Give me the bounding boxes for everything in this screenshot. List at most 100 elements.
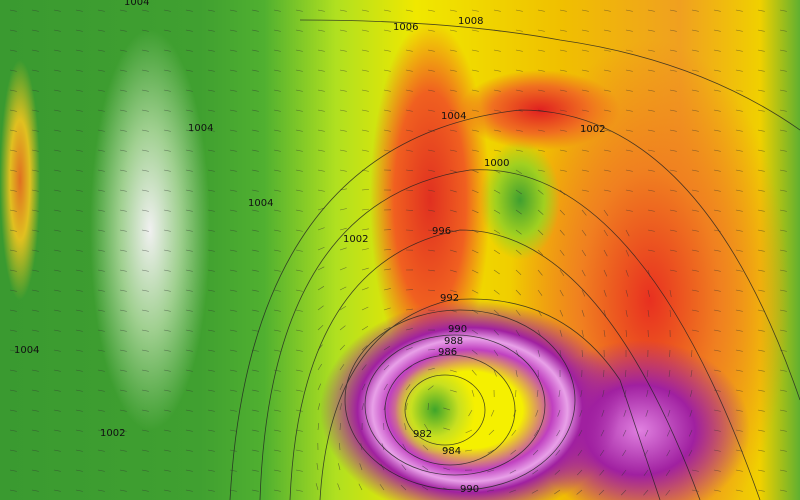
wind-arrow xyxy=(405,403,408,411)
wind-arrow xyxy=(691,209,699,212)
wind-arrow xyxy=(691,9,699,12)
wind-arrow xyxy=(31,329,39,332)
wind-arrow xyxy=(97,409,105,412)
wind-arrow xyxy=(9,269,17,272)
wind-arrow xyxy=(449,149,457,152)
wind-arrow xyxy=(251,289,259,292)
wind-arrow xyxy=(599,469,605,476)
wind-arrow xyxy=(603,69,611,72)
wind-arrow xyxy=(251,109,259,112)
wind-arrow xyxy=(757,449,765,452)
wind-arrow xyxy=(621,489,627,496)
wind-arrow xyxy=(163,69,171,72)
wind-arrow xyxy=(361,306,369,311)
wind-arrow xyxy=(603,129,611,132)
isobar-label: 1004 xyxy=(124,0,150,8)
wind-arrow xyxy=(735,229,743,232)
wind-arrow xyxy=(666,449,671,457)
wind-arrow xyxy=(317,227,325,231)
wind-arrow xyxy=(559,49,567,52)
wind-arrow xyxy=(141,129,149,132)
wind-arrow xyxy=(779,229,787,232)
wind-arrow xyxy=(625,149,633,152)
wind-arrow xyxy=(713,269,721,272)
wind-arrow xyxy=(531,489,539,494)
wind-arrow xyxy=(75,309,83,312)
wind-arrow xyxy=(163,269,171,272)
wind-arrow xyxy=(361,49,369,52)
wind-arrow xyxy=(554,489,561,495)
wind-arrow xyxy=(625,249,630,257)
wind-arrow xyxy=(422,465,429,471)
wind-arrow xyxy=(647,129,655,132)
isobar-986 xyxy=(364,334,546,476)
wind-arrow xyxy=(757,29,765,32)
wind-arrow xyxy=(75,429,83,432)
wind-arrow xyxy=(9,329,17,332)
wind-arrow xyxy=(537,349,541,357)
wind-arrow xyxy=(624,369,627,377)
wind-arrow xyxy=(449,329,457,333)
wind-arrow xyxy=(207,449,215,452)
wind-arrow xyxy=(119,209,127,212)
wind-arrow xyxy=(339,403,343,411)
wind-arrow xyxy=(559,189,566,196)
wind-arrow xyxy=(273,129,281,132)
wind-arrow xyxy=(317,286,325,291)
isobar-label: 1004 xyxy=(188,123,214,134)
wind-arrow xyxy=(119,449,127,452)
wind-arrow xyxy=(383,345,391,351)
wind-arrow xyxy=(691,349,693,358)
wind-arrow xyxy=(603,229,608,237)
wind-arrow xyxy=(295,129,303,132)
wind-arrow xyxy=(559,209,566,216)
wind-arrow xyxy=(713,49,721,52)
wind-arrow xyxy=(229,469,237,472)
wind-arrow xyxy=(251,489,259,492)
wind-arrow xyxy=(581,269,586,277)
wind-arrow xyxy=(577,449,583,456)
wind-arrow xyxy=(559,129,567,132)
wind-arrow xyxy=(185,209,193,212)
wind-arrow xyxy=(75,289,83,292)
wind-arrow xyxy=(691,189,699,192)
wind-arrow xyxy=(97,269,105,272)
wind-arrow xyxy=(295,69,303,72)
wind-arrow xyxy=(75,229,83,232)
wind-arrow xyxy=(185,109,193,112)
wind-arrow xyxy=(404,423,407,431)
wind-arrow xyxy=(207,69,215,72)
wind-arrow xyxy=(185,449,193,452)
wind-arrow xyxy=(405,347,413,351)
wind-arrow xyxy=(779,369,787,372)
wind-arrow xyxy=(735,209,743,212)
wind-arrow xyxy=(493,129,501,132)
wind-arrow xyxy=(361,149,369,152)
wind-arrow xyxy=(625,9,633,12)
wind-arrow xyxy=(163,9,171,12)
wind-arrow xyxy=(691,69,699,72)
wind-arrow xyxy=(383,307,391,311)
wind-arrow xyxy=(713,109,721,112)
wind-arrow xyxy=(468,409,473,417)
wind-arrow xyxy=(163,229,171,232)
wind-arrow xyxy=(53,309,61,312)
wind-arrow xyxy=(424,423,429,431)
wind-arrow xyxy=(339,422,341,431)
wind-arrow xyxy=(9,209,17,212)
wind-arrow xyxy=(691,269,699,272)
wind-arrow xyxy=(229,489,237,492)
wind-arrow xyxy=(579,409,583,417)
wind-arrow xyxy=(427,9,435,12)
wind-arrow xyxy=(779,249,787,252)
wind-arrow xyxy=(537,149,545,152)
wind-arrow xyxy=(713,409,721,412)
wind-arrow xyxy=(779,269,787,272)
wind-arrow xyxy=(295,249,303,252)
wind-arrow xyxy=(471,389,475,397)
wind-arrow xyxy=(317,246,325,251)
wind-arrow xyxy=(581,129,589,132)
wind-arrow xyxy=(669,29,677,32)
wind-arrow xyxy=(490,409,495,417)
wind-arrow xyxy=(9,249,17,252)
